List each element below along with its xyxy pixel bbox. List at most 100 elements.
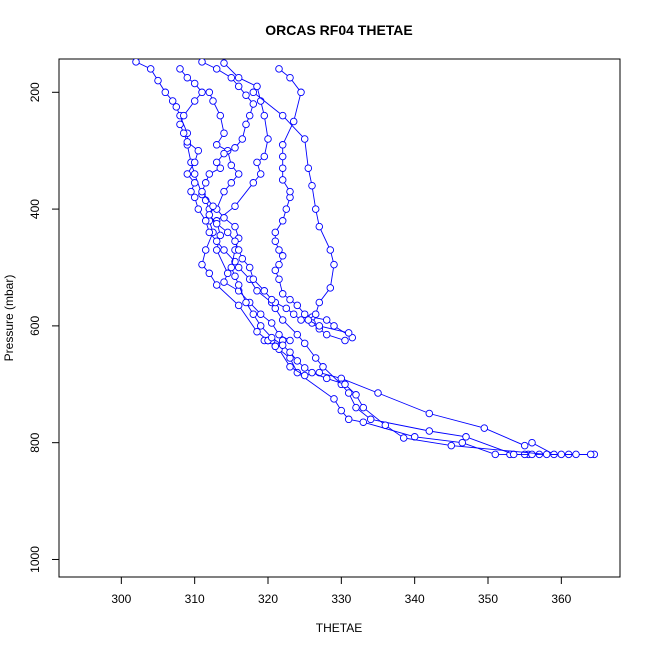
data-point <box>146 65 155 73</box>
x-tick-label: 310 <box>185 592 205 606</box>
data-point <box>315 298 324 307</box>
data-point <box>425 409 434 418</box>
data-point <box>381 421 390 429</box>
chart-title: ORCAS RF04 THETAE <box>265 22 413 38</box>
x-axis-label: THETAE <box>316 621 362 635</box>
data-point <box>234 301 243 310</box>
y-axis: 200 400 600 800 1000 <box>28 82 59 573</box>
data-point <box>216 231 225 240</box>
data-point <box>271 342 280 351</box>
data-point <box>520 441 529 450</box>
data-point <box>245 263 254 272</box>
data-point <box>300 371 309 380</box>
data-point <box>242 298 250 307</box>
data-point <box>256 322 265 330</box>
x-axis: 300 310 320 330 340 350 360 <box>111 577 572 606</box>
data-point <box>231 237 239 245</box>
data-point <box>183 73 192 82</box>
data-point <box>344 389 353 397</box>
data-point <box>190 170 199 178</box>
x-tick-label: 350 <box>478 592 498 606</box>
data-point <box>586 450 595 459</box>
data-point <box>462 433 470 441</box>
data-point <box>344 415 353 424</box>
data-point <box>205 228 214 237</box>
data-point <box>282 205 291 213</box>
series-line <box>216 62 591 455</box>
data-point <box>220 187 228 196</box>
data-point <box>542 450 551 459</box>
data-point <box>311 310 320 318</box>
data-point <box>201 217 210 225</box>
data-point <box>271 266 280 275</box>
data-point <box>278 111 287 120</box>
data-point <box>212 158 221 167</box>
x-tick-label: 300 <box>111 592 131 606</box>
data-point <box>326 284 335 292</box>
data-point <box>278 164 287 172</box>
data-point <box>359 418 368 426</box>
data-point <box>293 330 302 339</box>
data-point <box>557 450 566 459</box>
data-point <box>509 450 518 459</box>
data-point <box>190 158 199 167</box>
data-point <box>425 427 434 435</box>
data-point <box>212 281 221 289</box>
data-point <box>374 389 382 397</box>
data-point <box>264 135 272 143</box>
data-point <box>352 391 360 399</box>
data-point <box>234 73 243 82</box>
data-point <box>231 272 239 280</box>
data-point <box>183 138 192 146</box>
data-point <box>249 100 258 108</box>
data-point <box>286 363 294 371</box>
y-tick-label: 400 <box>28 199 42 219</box>
data-point <box>249 310 258 318</box>
profile-series <box>205 88 566 459</box>
data-point <box>286 336 294 345</box>
data-point <box>253 327 261 336</box>
data-point <box>337 406 346 415</box>
data-point <box>154 76 162 85</box>
data-point <box>220 246 228 254</box>
data-point <box>176 65 184 73</box>
y-tick-label: 600 <box>28 316 42 336</box>
data-point <box>528 438 536 447</box>
data-point <box>198 187 206 196</box>
data-point <box>289 117 298 126</box>
data-point <box>278 217 287 225</box>
data-point <box>260 287 269 295</box>
data-point <box>319 363 327 371</box>
data-point <box>399 434 408 442</box>
data-point <box>344 329 353 337</box>
data-point <box>234 82 243 91</box>
data-point <box>267 295 276 304</box>
data-point <box>311 354 320 362</box>
data-point <box>275 330 283 339</box>
data-point <box>201 246 210 254</box>
data-point <box>341 380 349 389</box>
profile-series <box>271 65 357 342</box>
data-point <box>260 152 269 161</box>
data-point <box>278 290 287 298</box>
data-point <box>341 336 349 345</box>
series-line <box>179 68 576 455</box>
data-point <box>491 450 500 459</box>
data-point <box>480 424 489 432</box>
data-point <box>194 146 203 155</box>
x-tick-label: 330 <box>331 592 351 606</box>
data-point <box>227 263 236 272</box>
data-point <box>278 316 287 324</box>
data-point <box>234 246 243 254</box>
data-point <box>366 415 375 424</box>
data-point <box>231 202 239 210</box>
data-point <box>267 333 276 342</box>
data-point <box>205 88 214 97</box>
data-point <box>330 395 338 403</box>
data-point <box>209 202 217 210</box>
data-point <box>172 103 181 111</box>
data-point <box>216 164 225 172</box>
data-point <box>205 211 214 219</box>
data-point <box>286 187 294 196</box>
